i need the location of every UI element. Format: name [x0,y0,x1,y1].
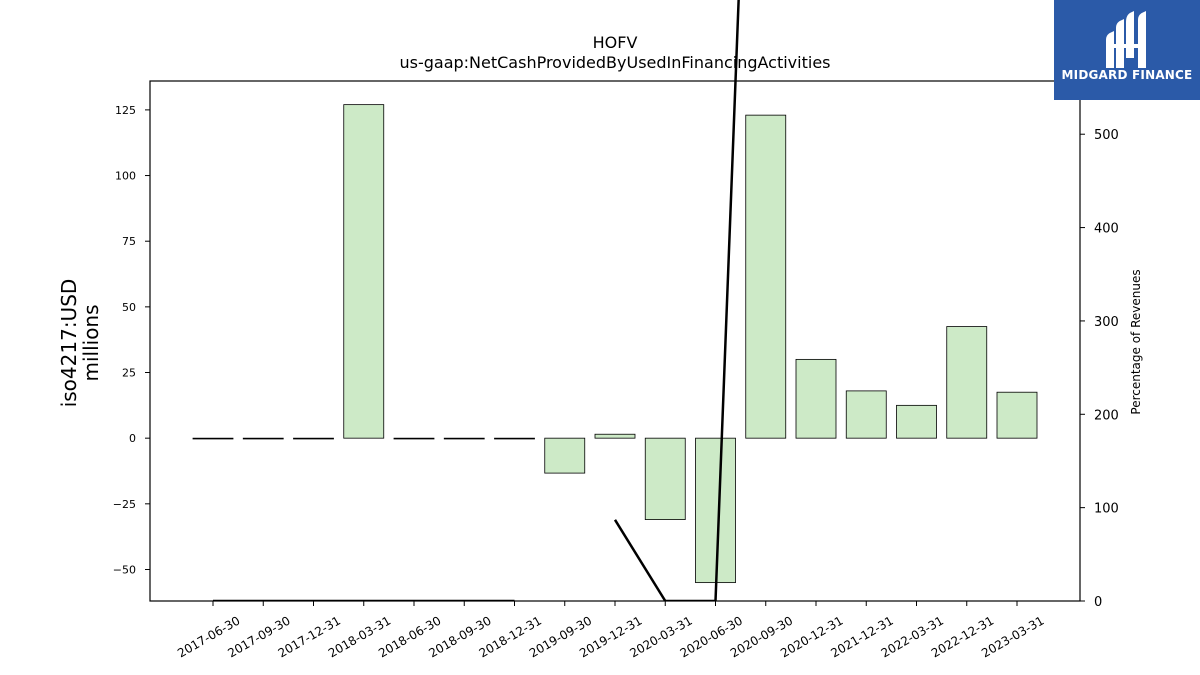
y-axis-label-line: iso4217:USD [57,279,81,408]
chart-title: HOFV [593,33,638,52]
bar-2022-12-31 [946,326,988,439]
bar-2019-12-31 [594,433,636,439]
line-group [213,0,740,601]
logo-text: MIDGARD FINANCE [1061,68,1193,82]
bars-group [192,104,1038,584]
y2-tick-label: 100 [1094,502,1119,517]
y-tick-label: −50 [113,563,136,576]
midgard-finance-logo: MIDGARD FINANCE [1054,0,1200,100]
bar-2018-12-31 [494,437,535,440]
bar-2018-06-30 [393,437,435,440]
y-tick-label: 75 [122,235,136,248]
plot-frame [149,80,1081,602]
bar-2021-12-31 [845,390,887,439]
bar-2019-09-30 [544,437,586,474]
y-axis: −50 −25 0 25 50 75 100 125 [113,104,150,576]
y-tick-label: 25 [122,367,136,380]
y2-tick-label: 200 [1094,408,1119,423]
bar-2022-03-31 [896,404,937,439]
bar-2020-06-30 [695,437,736,584]
y2-tick-label: 0 [1094,595,1102,610]
y-axis-label-line: millions [79,304,103,381]
bar-2020-12-31 [795,358,837,439]
y2-axis: 0 100 200 300 400 500 [1080,128,1119,610]
y-tick-label: 125 [115,104,136,117]
bar-2017-09-30 [242,437,284,440]
y-tick-label: 50 [122,301,136,314]
y2-tick-label: 300 [1094,315,1119,330]
y-axis-label: iso4217:USDmillions [57,279,103,408]
bar-2020-03-31 [644,437,686,520]
y-tick-label: 0 [129,432,136,445]
y2-tick-label: 400 [1094,222,1119,237]
bar-2017-12-31 [293,437,334,440]
bar-2017-06-30 [192,437,234,440]
logo-mark-icon [1106,11,1146,68]
y-tick-label: 100 [115,170,136,183]
chart-subtitle: us-gaap:NetCashProvidedByUsedInFinancing… [399,53,830,72]
bar-2018-09-30 [443,437,485,440]
bar-2023-03-31 [996,391,1038,439]
y2-axis-label: Percentage of Revenues [1129,269,1143,414]
y-tick-label: −25 [113,498,136,511]
x-axis: 2017-06-302017-09-302017-12-312018-03-31… [175,601,1047,660]
y2-tick-label: 500 [1094,128,1119,143]
bar-2020-09-30 [745,114,787,439]
series-line-percentage-of-revenues [213,0,740,601]
bar-2018-03-31 [343,104,385,439]
